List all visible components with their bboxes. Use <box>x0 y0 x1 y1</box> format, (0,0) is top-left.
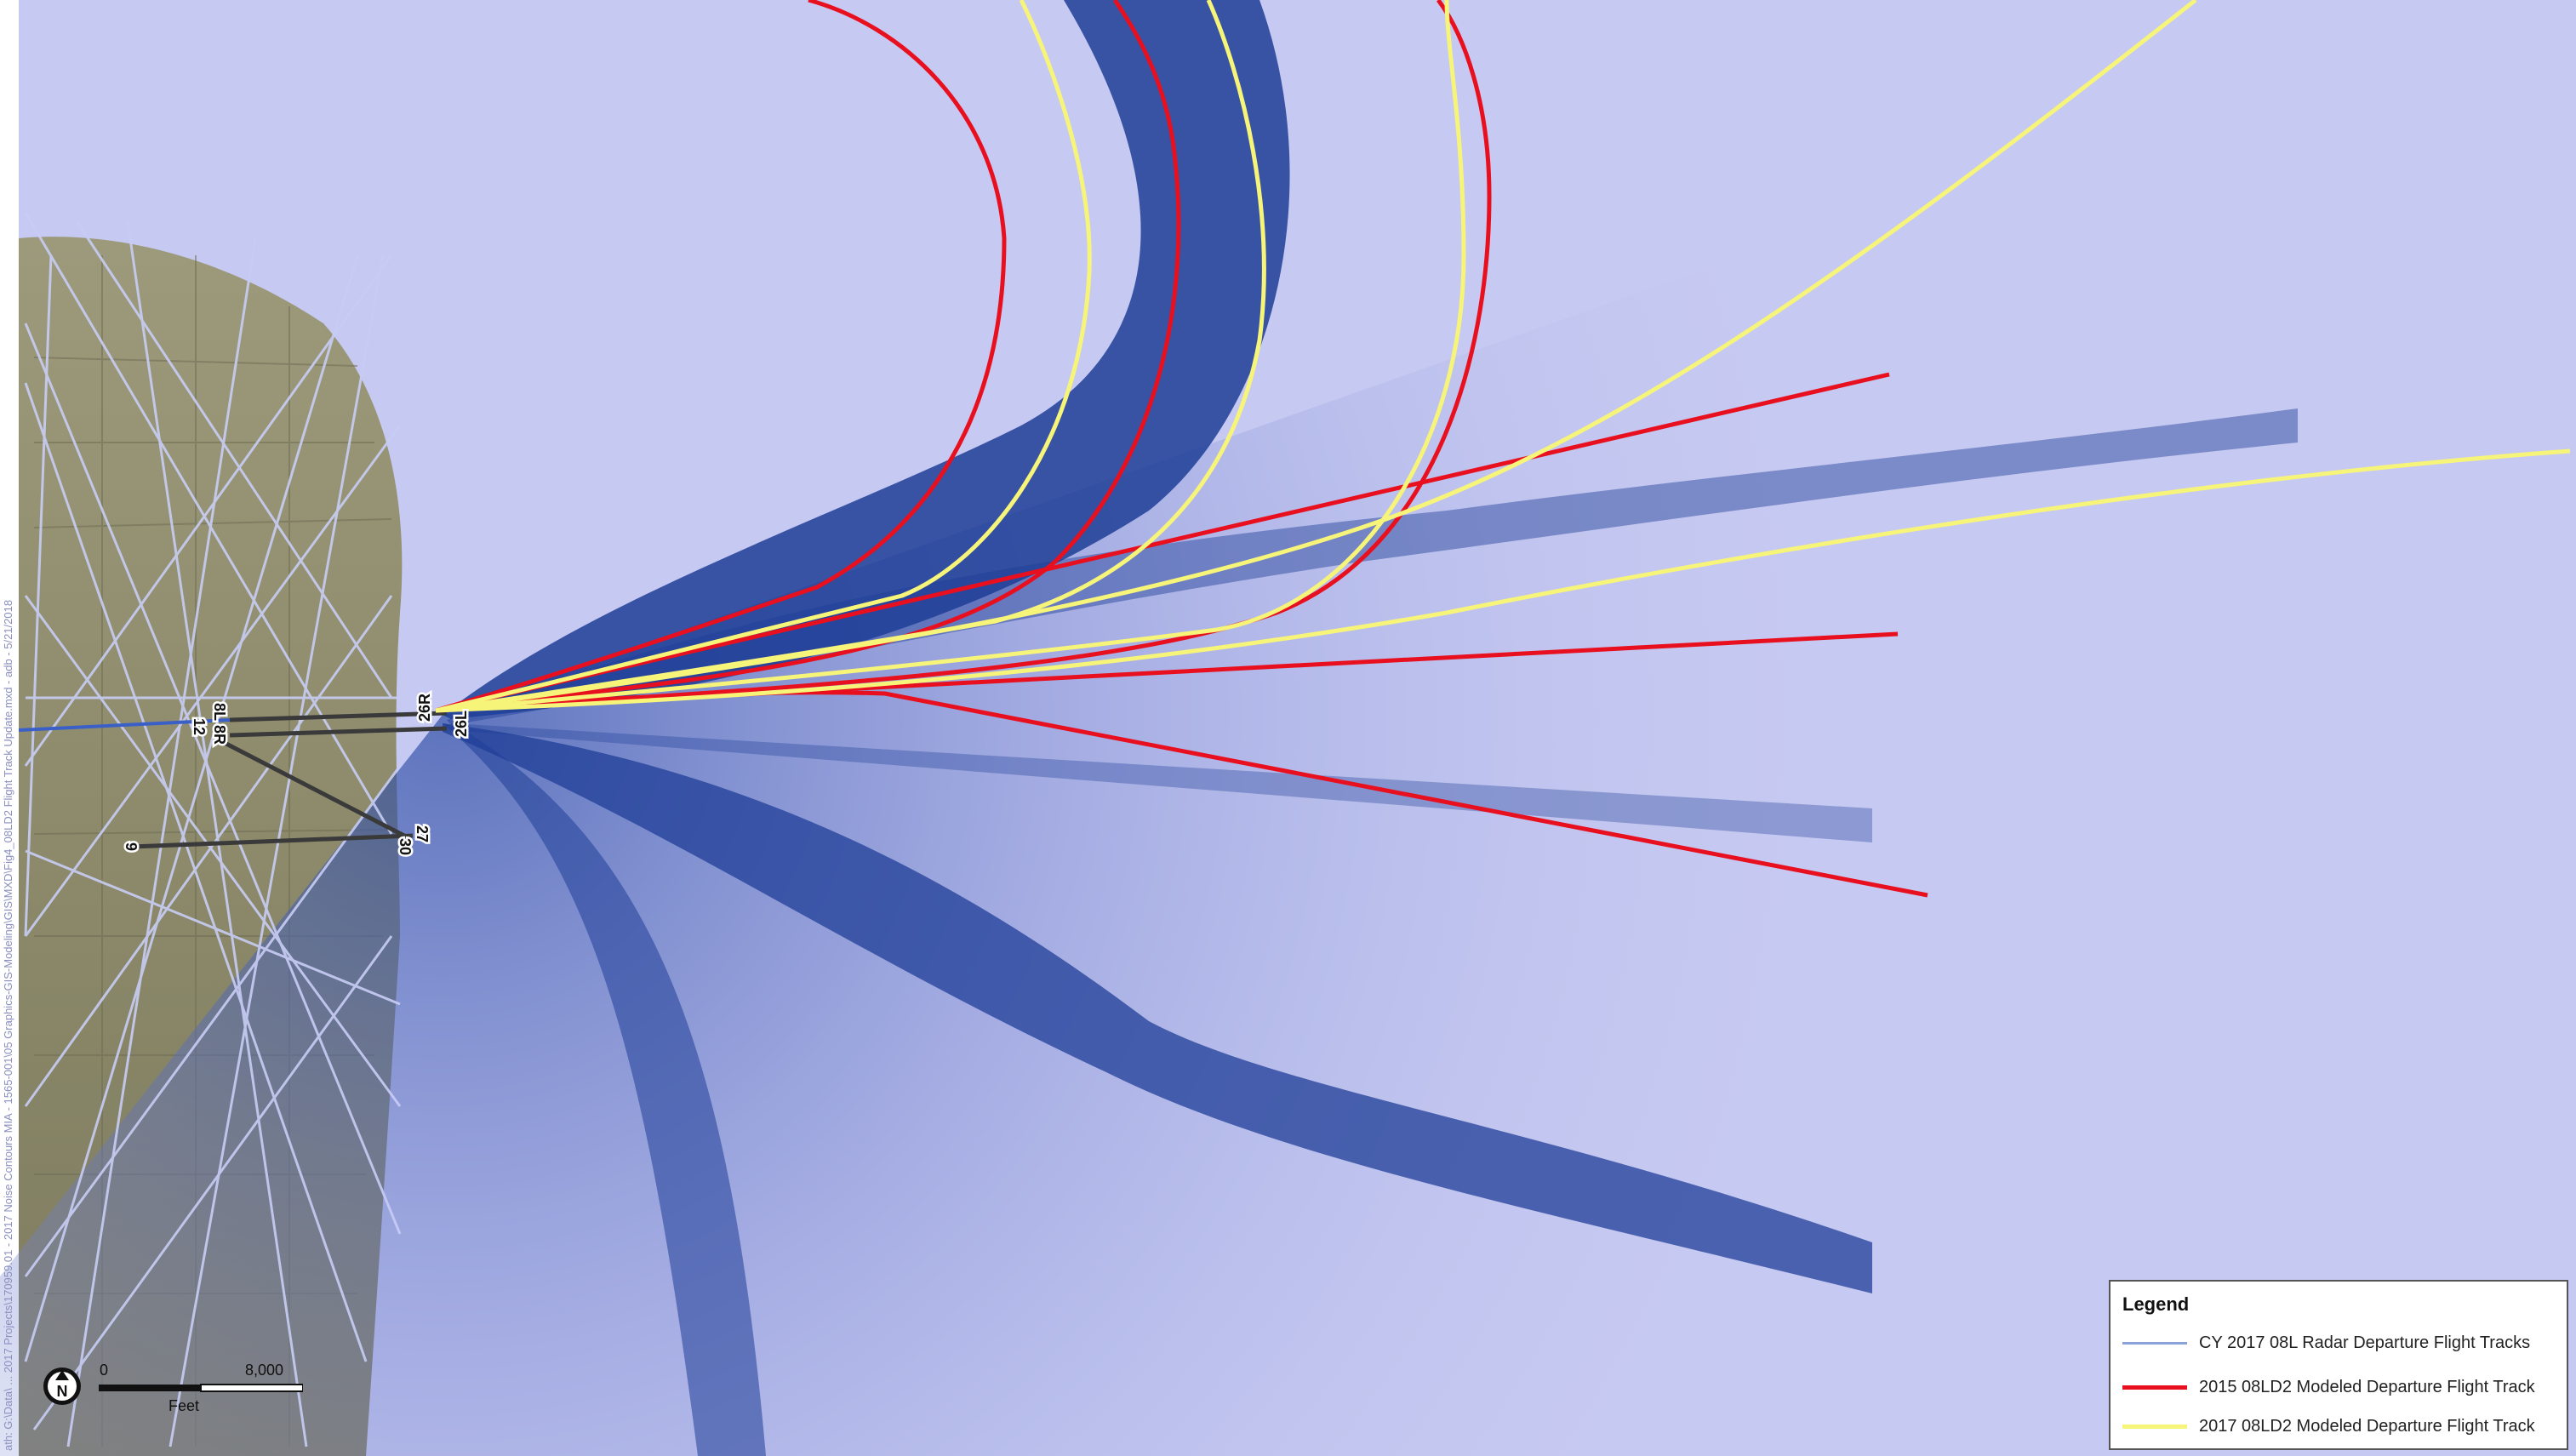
runway-label-8L: 8L <box>211 703 228 721</box>
legend-swatch-2017 <box>2122 1424 2187 1429</box>
legend-swatch-radar <box>2122 1341 2187 1345</box>
legend-item-modeled-2015: 2015 08LD2 Modeled Departure Flight Trac… <box>2122 1370 2535 1404</box>
legend-label-2015: 2015 08LD2 Modeled Departure Flight Trac… <box>2199 1377 2535 1396</box>
north-label: N <box>57 1383 68 1400</box>
scale-zero-label: 0 <box>100 1362 109 1379</box>
runway-label-30: 30 <box>397 838 414 855</box>
runway-label-9: 9 <box>123 842 140 851</box>
scale-units-label: Feet <box>168 1397 200 1414</box>
legend-item-modeled-2017: 2017 08LD2 Modeled Departure Flight Trac… <box>2122 1409 2535 1443</box>
legend-title: Legend <box>2122 1293 2190 1315</box>
legend-label-radar: CY 2017 08L Radar Departure Flight Track… <box>2199 1333 2531 1352</box>
runway-label-26R: 26R <box>416 694 433 722</box>
legend-label-2017: 2017 08LD2 Modeled Departure Flight Trac… <box>2199 1416 2535 1436</box>
modeled-tracks-2017 <box>435 0 2571 713</box>
runways <box>131 711 448 849</box>
legend-swatch-2015 <box>2122 1385 2187 1390</box>
radar-tracks-light <box>24 212 402 1447</box>
runway-label-8R: 8R <box>211 725 228 745</box>
runway-label-12: 12 <box>191 718 208 735</box>
north-arrow-icon: N <box>43 1367 81 1405</box>
legend: Legend CY 2017 08L Radar Departure Fligh… <box>2109 1280 2568 1450</box>
radar-track-west <box>18 718 231 732</box>
runway-label-26L: 26L <box>453 711 470 737</box>
map-margin <box>0 0 19 1456</box>
runway-label-27: 27 <box>414 825 431 842</box>
scale-bar: N 0 8,000 Feet <box>41 1355 322 1440</box>
legend-item-radar-tracks: CY 2017 08L Radar Departure Flight Track… <box>2122 1326 2530 1360</box>
file-path-text: ath: G:\Data\ ... 2017 Projects\170959.0… <box>2 599 14 1451</box>
scale-bar-graphic <box>99 1384 303 1392</box>
scale-max-label: 8,000 <box>245 1362 284 1379</box>
